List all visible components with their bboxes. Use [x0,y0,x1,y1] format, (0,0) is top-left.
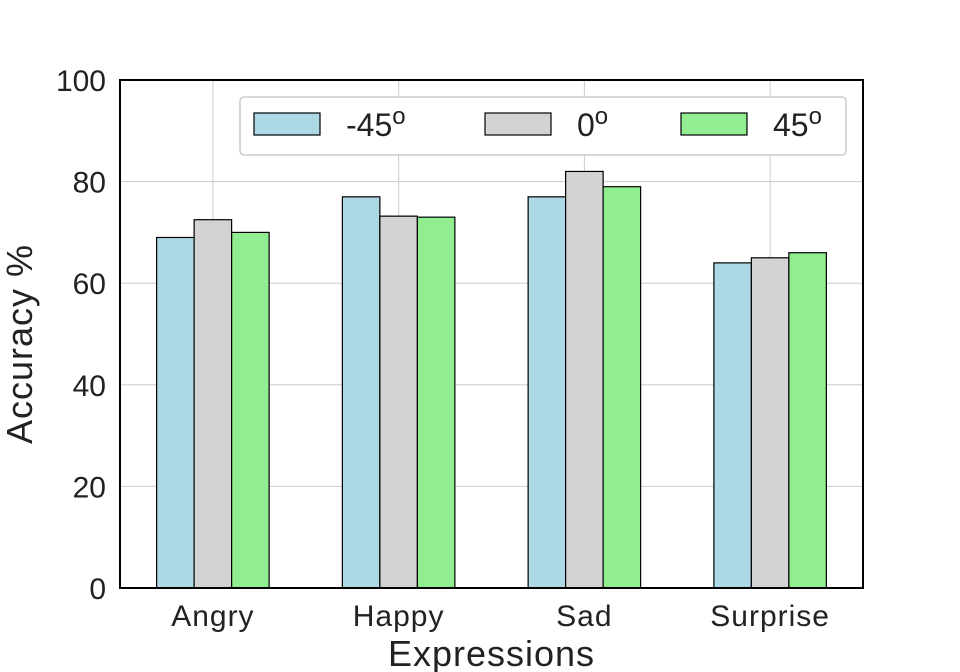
bar-0-angry [193,219,233,589]
legend-swatch [253,112,321,136]
bar-45-angry [231,231,270,589]
bar-45-surprise [788,252,827,589]
x-tick-label: Surprise [710,600,830,633]
legend-swatch [484,112,552,136]
x-tick-labels: Angry Happy Sad Surprise [171,600,830,633]
y-axis-title: Accuracy % [0,244,40,444]
x-tick-label: Happy [353,600,445,633]
bar--45-angry [156,236,195,589]
bar-45-happy [416,216,456,589]
legend-label: 0o [577,103,608,143]
plot-frame [119,79,864,589]
y-tick-label: 80 [73,167,106,200]
bar-45-sad [602,186,642,589]
x-tick-label: Angry [171,600,254,633]
y-tick-label: 20 [73,471,106,504]
bar--45-surprise [713,262,752,589]
bar-0-surprise [750,257,790,589]
x-axis-title: Expressions [388,633,595,672]
bar--45-sad [527,196,567,589]
y-tick-labels: 0 20 40 60 80 100 [56,65,106,606]
y-tick-label: 40 [73,370,106,403]
legend-label: 45o [773,103,822,143]
x-tick-label: Sad [556,600,612,633]
y-tick-label: 60 [73,268,106,301]
legend: -45o 0o 45o [239,96,847,156]
legend-swatch [680,112,748,136]
legend-label: -45o [346,103,406,143]
bar-0-sad [565,170,604,589]
y-tick-label: 0 [89,573,106,606]
bars [156,170,827,589]
y-tick-label: 100 [56,65,106,98]
bar-0-happy [379,215,418,589]
bar--45-happy [341,196,381,589]
